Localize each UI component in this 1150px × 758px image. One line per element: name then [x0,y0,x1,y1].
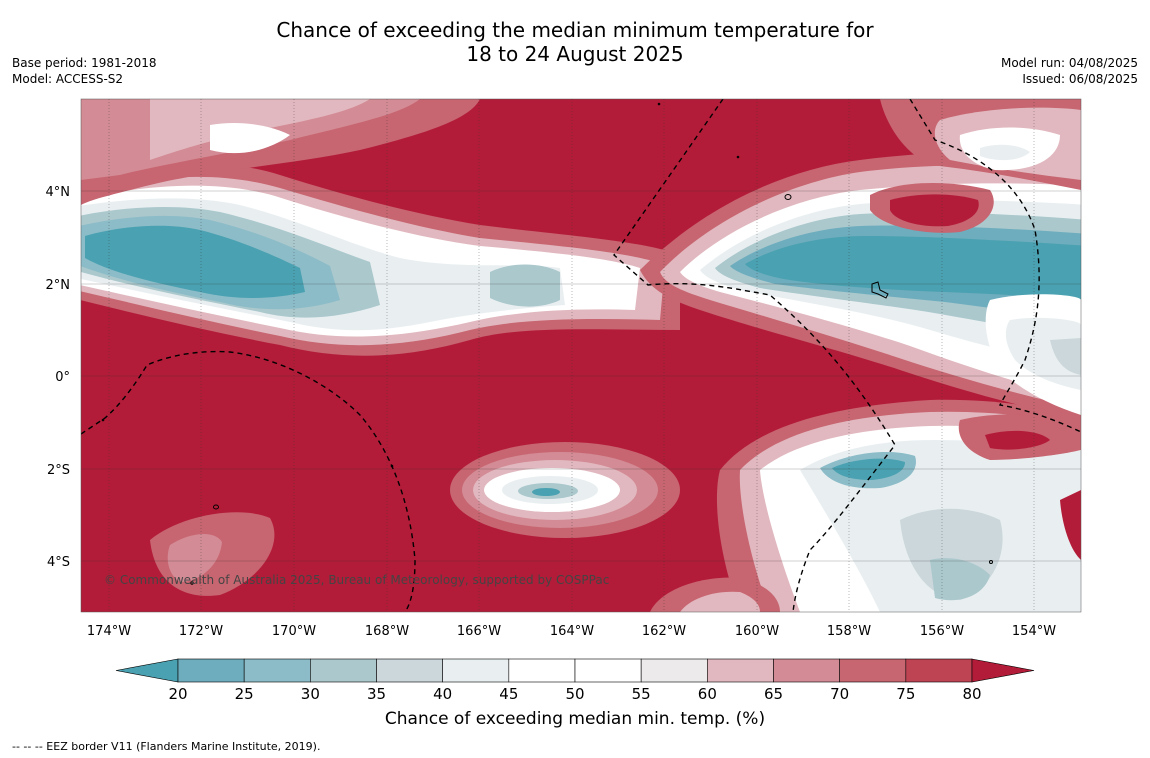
lat-tick-label: 2°S [47,463,70,478]
colorbar-extend-low [115,658,179,683]
colorbar-segment [310,658,377,683]
lat-tick-label: 4°S [47,555,70,570]
colorbar-segment [376,658,443,683]
lon-tick-label: 160°W [735,624,779,639]
model-name: Model: ACCESS-S2 [12,72,124,86]
colorbar-segment [243,658,311,683]
model-run: Model run: 04/08/2025 [1000,56,1138,70]
base-period: Base period: 1981-2018 [12,56,157,70]
bottom-fringe [650,577,780,612]
colorbar-segment [839,658,907,683]
northeast-patches [870,99,1081,233]
eez-borders [81,99,1081,612]
lon-tick-label: 162°W [642,624,686,639]
title-line-1: Chance of exceeding the median minimum t… [276,18,874,42]
colorbar-tick-label: 65 [764,685,783,700]
lon-tick-label: 168°W [365,624,409,639]
probability-field: © Commonwealth of Australia 2025, Bureau… [81,99,1081,612]
colorbar-segment [773,658,840,683]
colorbar-tick-label: 50 [565,685,584,700]
southwest-patch [150,512,275,596]
lat-tick-label: 4°N [46,185,71,200]
lon-tick-label: 164°W [550,624,594,639]
lon-tick-label: 154°W [1012,624,1056,639]
colorbar-tick-label: 55 [632,685,651,700]
colorbar-tick-label: 70 [830,685,849,700]
lat-axis: 4°N 2°N 0° 2°S 4°S [46,185,71,570]
south-central-patch [450,442,680,538]
meta-left: Base period: 1981-2018 Model: ACCESS-S2 [12,55,157,87]
colorbar-tick-label: 20 [168,685,187,700]
colorbar-tick-label: 45 [499,685,518,700]
islands [101,102,993,585]
meta-right: Model run: 04/08/2025 Issued: 06/08/2025 [1001,55,1138,87]
colorbar-segment [640,658,708,683]
lon-tick-label: 172°W [179,624,223,639]
colorbar-tick-label: 75 [896,685,915,700]
east-right-area [985,294,1081,415]
lon-axis: 174°W 172°W 170°W 168°W 166°W 164°W 162°… [87,624,1056,639]
colorbar-segment [574,658,642,683]
lon-tick-label: 166°W [457,624,501,639]
lat-gridlines [81,190,1081,562]
colorbar-segment [905,658,973,683]
colorbar-segment [508,658,576,683]
colorbar-extend-high [971,658,1035,683]
colorbar-segment [707,658,774,683]
eez-legend-footer: -- -- -- EEZ border V11 (Flanders Marine… [12,740,321,753]
colorbar-tick-label: 35 [367,685,386,700]
lon-tick-label: 174°W [87,624,131,639]
lon-tick-label: 170°W [272,624,316,639]
forecast-map: © Commonwealth of Australia 2025, Bureau… [46,98,1082,700]
lat-tick-label: 2°N [46,278,71,293]
map-frame [80,98,1082,613]
colorbar: 20 25 30 35 40 45 50 55 60 65 70 75 80 [115,658,1035,700]
colorbar-tick-label: 60 [698,685,717,700]
colorbar-segment [442,658,510,683]
colorbar-tick-label: 30 [301,685,320,700]
lon-tick-label: 158°W [827,624,871,639]
lat-tick-label: 0° [55,370,70,385]
colorbar-tick-label: 40 [433,685,452,700]
colorbar-segment [177,658,245,683]
title-line-2: 18 to 24 August 2025 [466,42,684,66]
colorbar-label: Chance of exceeding median min. temp. (%… [384,709,766,729]
issued-date: Issued: 06/08/2025 [1022,72,1138,86]
lon-tick-label: 156°W [920,624,964,639]
colorbar-tick-label: 25 [235,685,254,700]
western-cool-band [81,163,680,356]
southeast-cool-area [716,399,1081,612]
chart-title: Chance of exceeding the median minimum t… [0,18,1150,66]
northwest-fringe [81,99,480,205]
copyright-text: © Commonwealth of Australia 2025, Bureau… [104,573,609,587]
colorbar-tick-label: 80 [962,685,981,700]
